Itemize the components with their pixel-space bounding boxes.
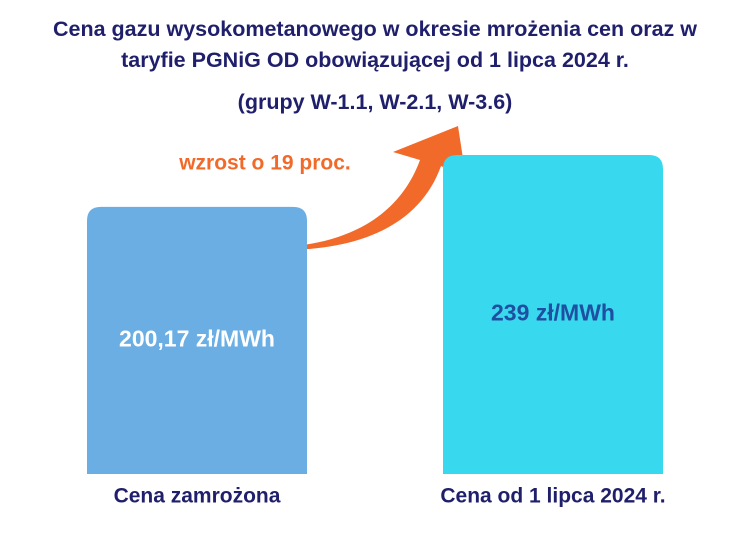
chart-title: Cena gazu wysokometanowego w okresie mro… [53, 17, 697, 72]
annotation: wzrost o 19 proc. [178, 152, 351, 175]
growth-arrow [283, 126, 466, 250]
bar [443, 155, 663, 474]
x-tick-label: Cena od 1 lipca 2024 r. [440, 485, 665, 508]
bar [87, 206, 307, 474]
value-label: 239 zł/MWh [491, 300, 615, 326]
chart-subtitle: (grupy W-1.1, W-2.1, W-3.6) [237, 90, 513, 114]
value-label: 200,17 zł/MWh [119, 325, 275, 351]
x-tick-label: Cena zamrożona [114, 485, 281, 508]
